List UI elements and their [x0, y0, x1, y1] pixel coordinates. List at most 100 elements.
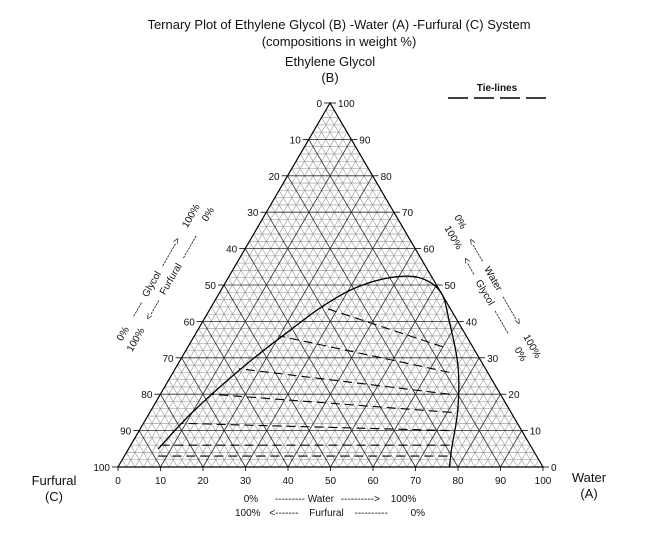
fine-grid-line-furfural [215, 299, 314, 467]
left-edge-tick-label: 0 [316, 99, 322, 110]
fine-grid-line-furfural [300, 153, 484, 467]
fine-grid-line-furfural [177, 364, 238, 467]
fine-grid-line-water [381, 328, 463, 467]
fine-grid-line-water [321, 277, 433, 467]
left-caption-line2-arrow-left: <----- [143, 297, 164, 322]
fine-grid-line-furfural [232, 270, 348, 467]
right-edge-tick-label: 90 [359, 135, 371, 146]
fine-grid-line-furfural [206, 313, 297, 467]
chart-title: Ternary Plot of Ethylene Glycol (B) -Wat… [147, 17, 530, 32]
fine-grid-line-water [126, 110, 335, 467]
fine-grid-line-water [406, 350, 476, 467]
major-grid-line-furfural [202, 321, 289, 468]
bottom-caption-line1-start: 0% [244, 494, 259, 505]
fine-grid-line-water [423, 364, 484, 467]
fine-grid-line-water [449, 386, 497, 467]
fine-grid-line-furfural [317, 124, 518, 467]
fine-grid-line-furfural [198, 328, 280, 467]
right-edge-tick-label: 30 [487, 354, 499, 365]
bottom-caption-line1-arrow-right: ----------> [341, 494, 380, 505]
base-tick-label: 20 [197, 476, 209, 487]
fine-grid-line-water [347, 299, 446, 467]
fine-grid-line-water [228, 197, 386, 467]
fine-grid-line-furfural [211, 306, 306, 467]
major-grid-line-furfural [223, 284, 331, 468]
base-tick-label: 90 [495, 476, 507, 487]
fine-grid-line-furfural [236, 263, 357, 467]
left-edge-tick-label: 60 [184, 317, 196, 328]
fine-grid-line-furfural [134, 437, 153, 467]
major-grid-line-furfural [160, 393, 204, 468]
fine-grid-line-water [517, 445, 531, 467]
vertex-right-code: (A) [580, 486, 597, 501]
bottom-caption-line2-end: 0% [411, 508, 426, 519]
major-grid-line-water [457, 393, 501, 468]
major-grid-line-water [330, 284, 437, 468]
tie-line [238, 368, 450, 395]
right-edge-tick-label: 50 [445, 281, 457, 292]
fine-grid-line-furfural [283, 182, 450, 467]
fine-grid-line-water [296, 255, 420, 467]
major-grid-line-furfural [266, 211, 416, 468]
left-axis-caption: 0% ----- Glycol --------> 100% 100% <---… [115, 202, 217, 354]
left-edge-tick-label: 80 [141, 390, 153, 401]
fine-grid-line-water [194, 168, 369, 467]
right-edge-tick-label: 0 [551, 463, 557, 474]
left-edge-tick-label: 90 [120, 427, 132, 438]
major-grid-line-furfural [308, 139, 501, 468]
fine-grid-line-furfural [126, 452, 136, 467]
fine-grid-line-water [398, 343, 471, 467]
major-grid-line-furfural [138, 430, 161, 468]
fine-grid-line-water [534, 459, 539, 467]
legend: Tie-lines [448, 83, 552, 99]
bottom-caption-line2-start: 100% [235, 508, 261, 519]
fine-grid-line-furfural [155, 401, 195, 467]
base-tick-label: 30 [240, 476, 252, 487]
bottom-axis-caption: 0% --------- Water ----------> 100% 100%… [235, 494, 425, 519]
fine-grid-line-water [508, 437, 527, 467]
fine-grid-line-water [525, 452, 535, 467]
left-edge-tick-label: 70 [162, 354, 174, 365]
fine-grid-line-furfural [189, 343, 263, 467]
vertex-left-name: Furfural [32, 473, 77, 488]
base-tick-label: 10 [155, 476, 167, 487]
fine-grid-line-water [211, 182, 378, 467]
left-caption-line1-end: 100% [180, 202, 202, 230]
fine-grid-line-furfural [291, 168, 467, 467]
fine-grid-line-furfural [274, 197, 433, 467]
major-grid [138, 138, 523, 468]
left-edge-tick-label: 10 [290, 135, 302, 146]
base-tick-label: 60 [367, 476, 379, 487]
svg-text:0% --------- Water: 0% --------- Water ----------> 100% [244, 494, 417, 505]
tick-marks [112, 102, 549, 471]
vertex-top-name: Ethylene Glycol [285, 54, 375, 69]
binodal-curve [157, 275, 460, 468]
base-tick-label: 0 [115, 476, 121, 487]
base-tick-label: 100 [535, 476, 552, 487]
fine-grid-line-furfural [253, 233, 391, 467]
vertex-left-code: (C) [45, 489, 63, 504]
left-edge-tick-label: 30 [247, 208, 259, 219]
left-caption-line2-end: 0% [200, 206, 217, 224]
right-edge-tick-label: 100 [338, 99, 355, 110]
fine-grid-line-water [432, 372, 488, 467]
bottom-caption-line2-label: Furfural [309, 508, 343, 519]
fine-grid-line-furfural [249, 241, 382, 467]
svg-text:100% <----- Furfur: 100% <----- Furfural -------- 0% [125, 206, 217, 354]
bottom-caption-line2-arrow-right: ---------- [354, 508, 387, 519]
base-tick-label: 40 [282, 476, 294, 487]
vertex-right-name: Water [572, 470, 607, 485]
tie-line [211, 393, 452, 413]
tie-line [181, 422, 450, 432]
left-caption-line1-label: Glycol [140, 270, 163, 300]
fine-grid-line-furfural [164, 386, 212, 467]
fine-grid-line-furfural [185, 350, 255, 467]
fine-grid-line-furfural [228, 277, 340, 467]
fine-grid-line-furfural [240, 255, 365, 467]
right-edge-tick-label: 40 [466, 317, 478, 328]
left-caption-line2-arrow-right: -------- [179, 233, 202, 262]
right-edge-tick-label: 10 [530, 427, 542, 438]
legend-label: Tie-lines [477, 83, 518, 94]
